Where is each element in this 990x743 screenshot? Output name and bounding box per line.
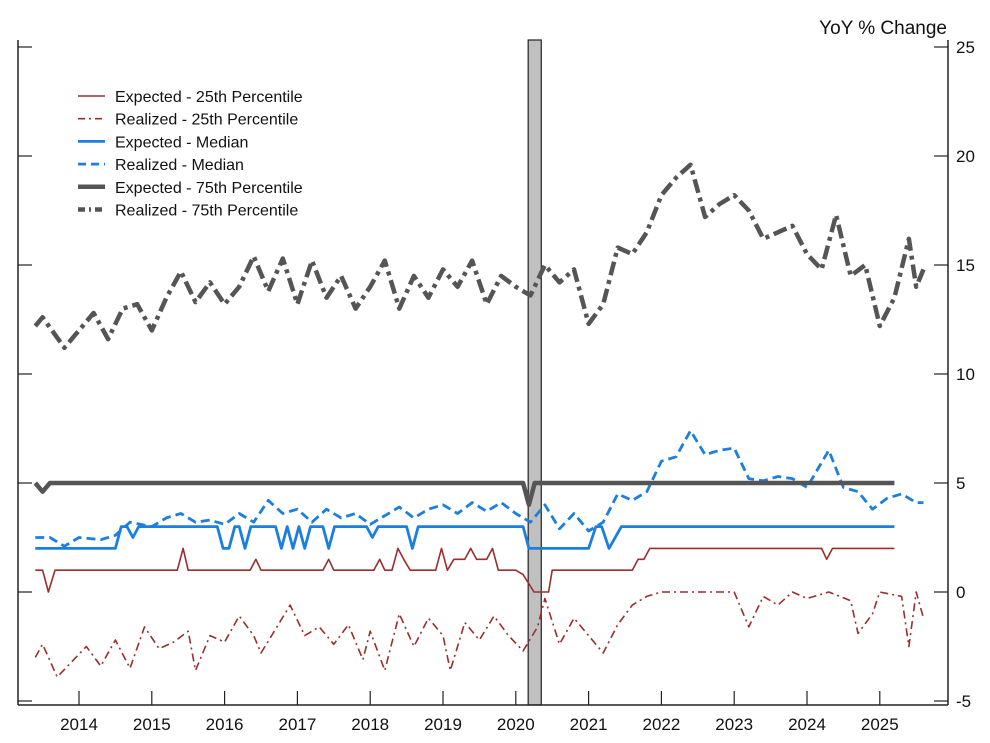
x-tick-label: 2022 [642, 715, 680, 734]
series-line-expected-25th-percentile [35, 547, 895, 593]
series-line-realized-75th-percentile [33, 162, 926, 351]
x-tick-label: 2021 [570, 715, 608, 734]
series-group [33, 162, 926, 678]
legend-label-expected-median: Expected - Median [115, 134, 248, 151]
x-tick-label: 2020 [497, 715, 535, 734]
x-tick-label: 2025 [861, 715, 899, 734]
y-tick-label: 10 [956, 365, 975, 384]
series-line-realized-median [35, 429, 924, 548]
x-tick-label: 2019 [424, 715, 462, 734]
legend-label-realized-25th-percentile: Realized - 25th Percentile [115, 112, 298, 129]
x-tick-label: 2017 [278, 715, 316, 734]
x-tick-label: 2015 [133, 715, 171, 734]
x-tick-label: 2016 [206, 715, 244, 734]
y-tick-label: 20 [956, 147, 975, 166]
series-line-expected-75th-percentile [33, 480, 895, 508]
x-tick-label: 2014 [60, 715, 98, 734]
series-line-expected-median [35, 525, 895, 550]
legend-label-realized-median: Realized - Median [115, 157, 244, 174]
y-axis-label: YoY % Change [819, 18, 947, 39]
y-tick-label: 15 [956, 256, 975, 275]
legend-label-realized-75th-percentile: Realized - 75th Percentile [115, 203, 298, 220]
legend-label-expected-25th-percentile: Expected - 25th Percentile [115, 89, 303, 106]
x-tick-label: 2024 [788, 715, 826, 734]
x-tick-label: 2023 [715, 715, 753, 734]
recession-bar [527, 39, 542, 706]
y-tick-label: 25 [956, 38, 975, 57]
x-tick-label: 2018 [351, 715, 389, 734]
recession-shading [527, 39, 542, 706]
y-tick-label: -5 [956, 692, 971, 711]
legend-label-expected-75th-percentile: Expected - 75th Percentile [115, 180, 303, 197]
y-tick-label: 5 [956, 474, 965, 493]
y-tick-label: 0 [956, 583, 965, 602]
series-line-realized-25th-percentile [34, 591, 925, 678]
legend: Expected - 25th Percentile Realized - 25t… [78, 89, 303, 220]
